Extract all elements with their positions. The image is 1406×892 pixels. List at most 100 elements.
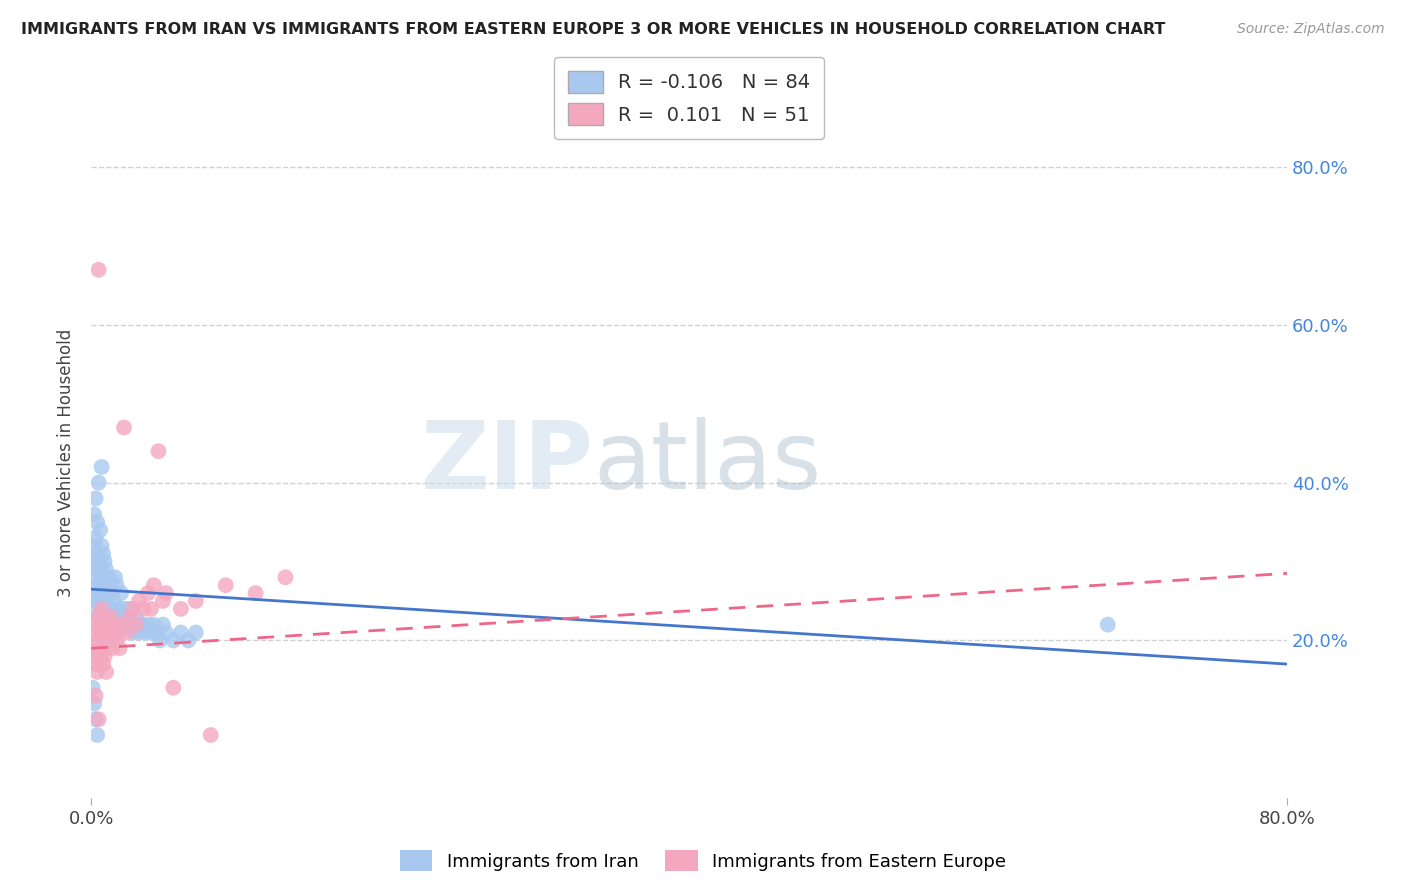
Point [128, 594, 150, 608]
Point [115, 625, 138, 640]
Point [90, 570, 112, 584]
Point [112, 602, 135, 616]
Point [89, 649, 111, 664]
Point [93, 617, 115, 632]
Point [162, 633, 184, 648]
Point [118, 609, 141, 624]
Point [94, 625, 117, 640]
Point [110, 609, 132, 624]
Point [89, 594, 111, 608]
Point [97, 617, 120, 632]
Point [86, 515, 108, 529]
Point [90, 602, 112, 616]
Point [84, 594, 107, 608]
Point [148, 444, 170, 458]
Point [97, 586, 120, 600]
Point [82, 555, 104, 569]
Point [87, 712, 110, 726]
Point [122, 602, 145, 616]
Point [162, 681, 184, 695]
Point [98, 633, 121, 648]
Point [94, 665, 117, 679]
Point [122, 625, 145, 640]
Point [83, 508, 105, 522]
Point [90, 602, 112, 616]
Point [93, 609, 115, 624]
Point [91, 578, 114, 592]
Point [105, 633, 128, 648]
Point [139, 625, 162, 640]
Point [245, 586, 267, 600]
Point [97, 617, 120, 632]
Point [101, 586, 124, 600]
Point [86, 633, 108, 648]
Point [91, 617, 114, 632]
Point [82, 681, 104, 695]
Point [110, 586, 132, 600]
Point [100, 578, 122, 592]
Point [90, 625, 112, 640]
Point [86, 602, 108, 616]
Point [91, 657, 114, 671]
Point [84, 712, 107, 726]
Point [89, 625, 111, 640]
Point [103, 594, 125, 608]
Point [107, 625, 129, 640]
Point [101, 641, 124, 656]
Point [184, 625, 207, 640]
Point [91, 547, 114, 561]
Point [155, 625, 177, 640]
Point [84, 562, 107, 576]
Point [89, 617, 111, 632]
Point [104, 617, 127, 632]
Point [90, 539, 112, 553]
Point [142, 578, 165, 592]
Point [93, 555, 115, 569]
Point [89, 523, 111, 537]
Point [200, 728, 222, 742]
Point [112, 420, 135, 434]
Point [93, 586, 115, 600]
Point [100, 609, 122, 624]
Point [83, 649, 105, 664]
Point [134, 625, 156, 640]
Point [98, 570, 121, 584]
Point [108, 602, 131, 616]
Point [86, 665, 108, 679]
Text: IMMIGRANTS FROM IRAN VS IMMIGRANTS FROM EASTERN EUROPE 3 OR MORE VEHICLES IN HOU: IMMIGRANTS FROM IRAN VS IMMIGRANTS FROM … [21, 22, 1166, 37]
Point [94, 625, 117, 640]
Point [125, 609, 148, 624]
Point [86, 728, 108, 742]
Point [91, 609, 114, 624]
Point [121, 617, 143, 632]
Point [152, 594, 174, 608]
Point [84, 689, 107, 703]
Point [94, 594, 117, 608]
Point [177, 633, 200, 648]
Point [104, 602, 127, 616]
Point [1097, 617, 1119, 632]
Point [110, 617, 132, 632]
Point [107, 617, 129, 632]
Point [83, 570, 105, 584]
Point [83, 697, 105, 711]
Point [93, 649, 115, 664]
Point [152, 617, 174, 632]
Point [111, 617, 134, 632]
Point [83, 539, 105, 553]
Point [84, 531, 107, 545]
Point [170, 625, 193, 640]
Point [104, 570, 127, 584]
Point [87, 475, 110, 490]
Point [108, 641, 131, 656]
Point [105, 578, 128, 592]
Point [131, 617, 153, 632]
Point [87, 586, 110, 600]
Point [93, 641, 115, 656]
Point [84, 617, 107, 632]
Point [274, 570, 297, 584]
Point [125, 617, 148, 632]
Point [215, 578, 238, 592]
Point [100, 609, 122, 624]
Point [128, 625, 150, 640]
